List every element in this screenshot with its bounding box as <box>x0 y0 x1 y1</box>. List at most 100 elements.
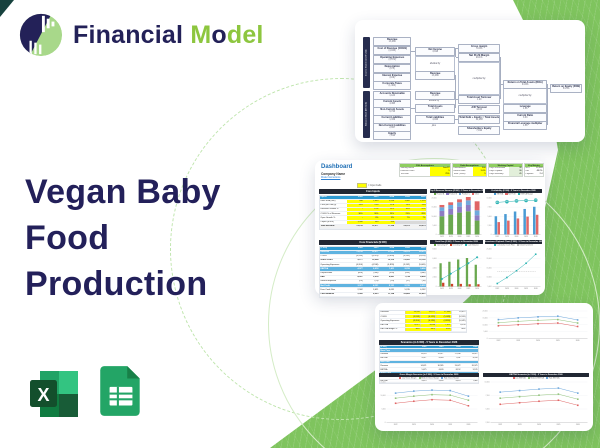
flowchart-box: Operating Expenses (3,372) <box>373 55 412 64</box>
table-cell: 8,856 <box>420 276 426 279</box>
table-row-label: Depreciation <box>320 271 333 274</box>
table-row-label: EBITDA <box>380 357 388 360</box>
flowchart-box-label: Total Debt + Equity = Total Assets <box>459 115 500 119</box>
ebitda-scenarios-panel: EBITDA Scenarios (in $ 000) - 5 Years to… <box>483 373 589 426</box>
table-row-label: Revenue <box>380 364 389 367</box>
table-cell: 10% <box>394 208 411 212</box>
assumption-label: Forecast Years <box>400 170 415 173</box>
excel-icon: X <box>30 371 78 417</box>
chart-legend: Low Gross Margin Medium Gross Margin High … <box>379 377 479 380</box>
svg-text:15,000: 15,000 <box>483 317 488 319</box>
flowchart-box-value: 54.5% <box>562 88 570 91</box>
table-cell: (5,609) <box>418 263 426 266</box>
chart-canvas: 10,000 7,500 5,000 2,500 0 38% 40% 43% 44% 45% 202… <box>487 198 541 238</box>
assumption-value: 30 <box>508 167 522 171</box>
dupont-flowchart: Income Statement (IS Unit) Balance Sheet … <box>355 20 585 142</box>
flowchart-box-value: 1.56 <box>522 108 528 111</box>
table-cell: (3,933) <box>356 255 363 258</box>
table-cell: 8,299 <box>450 323 467 327</box>
table-row: Revenue 11,79913,569 15,604 17,165 <box>380 375 478 380</box>
legend-swatch <box>399 377 402 380</box>
table-cell: 1,500 <box>347 220 364 224</box>
table-row: EBITDA 4,977 6,018 7,411 8,299 9,496 <box>320 267 426 272</box>
table-row: Operating Expenses (4,200) (4,536) (4,899)(… <box>380 319 467 324</box>
table-row: EBITDA 4,977 6,018 7,411 8,299 <box>380 323 467 328</box>
flowchart-box-label: Gross margin <box>471 44 488 48</box>
svg-text:2026: 2026 <box>576 424 580 426</box>
table-row: Interest Expense (25) (23) (20) (17) (14) <box>320 280 426 285</box>
svg-text:2024: 2024 <box>515 288 519 290</box>
table-cell: 12,310 <box>387 259 395 262</box>
svg-text:44%: 44% <box>525 200 529 202</box>
table-cell: 6,018 <box>420 323 436 327</box>
svg-text:6,000: 6,000 <box>432 258 436 260</box>
assumption-row: Payback 2.4 <box>525 173 543 177</box>
chart-title: Cash flow ($ 000) - 5 Years to December … <box>430 240 483 244</box>
table-cell: 7,704 <box>404 276 410 279</box>
table-cell: 19,072 <box>403 225 410 228</box>
legend-swatch <box>516 244 520 247</box>
svg-text:2026: 2026 <box>534 236 538 238</box>
chart-canvas: 20,000 15,000 10,000 5,000 0 2022 2023 2024 2025… <box>483 311 588 342</box>
svg-text:2025: 2025 <box>557 424 561 426</box>
table-cell: 44% <box>450 327 467 331</box>
table-cell: 15% <box>363 208 379 212</box>
table-cell: 6,620 <box>438 368 444 371</box>
flowchart-box-label: A/R Turnover <box>471 105 488 109</box>
legend-swatch <box>494 193 497 196</box>
title-line-2: Food <box>25 218 110 257</box>
flowchart-box: Shareholders Equity 7,192 <box>458 126 501 135</box>
table-cell: (17) <box>406 280 410 283</box>
table-row-label: Gross Profit <box>320 259 333 262</box>
assumption-row: Starting Month Jan-22 <box>400 167 450 171</box>
table-cell: 7,469 <box>472 379 478 382</box>
table-header-cell: 2025 <box>473 345 478 348</box>
table-cell: 6,018 <box>373 267 379 270</box>
flowchart-connector <box>500 83 503 84</box>
flowchart-connector <box>410 50 415 51</box>
flowchart-box-label: Net Income <box>428 47 442 51</box>
flowchart-box-value: 7,192 <box>389 135 396 138</box>
table-cell: 13.8 <box>410 203 426 208</box>
svg-text:2025: 2025 <box>524 236 528 238</box>
flowchart-box-label: Interest Expense <box>382 73 403 77</box>
table-row: Opex Growth %-8%8%7%7% <box>320 216 426 221</box>
table-cell: 4,631 <box>388 288 395 291</box>
legend-swatch <box>517 193 521 196</box>
table-row: Price per Unit ($) 13.8 13.8 13.8 13.8 13.8 <box>320 203 426 209</box>
legend-item: Initial Investment <box>516 244 533 247</box>
table-cell: (23) <box>374 280 379 283</box>
assumption-table-title: Key Metrics <box>525 164 543 167</box>
instructions-link[interactable]: Model Instructions <box>321 175 341 179</box>
core-inputs-header: Core Inputs <box>319 189 427 194</box>
scenarios-table-header: Scenarios (in $ 000) - 5 Years to Decemb… <box>379 340 479 345</box>
assumption-value: 5.0% <box>472 170 486 174</box>
table-row-label: Units Sold (000) <box>320 200 336 203</box>
table-cell: 29% <box>394 212 411 216</box>
flowchart-box-label: Equity <box>388 131 396 135</box>
legend-item: Product B <box>446 193 457 196</box>
table-cell: 9,177 <box>357 259 363 262</box>
legend-swatch <box>472 193 475 196</box>
flowchart-box-label: Non-Current Assets <box>380 107 404 111</box>
flowchart-box-value: 1.56 <box>522 125 528 128</box>
svg-text:0: 0 <box>436 234 437 236</box>
table-cell: 13.8 <box>394 203 411 208</box>
chart-legend: EBITDA Net Profit EBITDA Margin <box>485 193 542 196</box>
flowchart-connector <box>453 118 458 119</box>
flowchart-connector <box>547 83 548 125</box>
flowchart-box: Total Liabilities 4,046 <box>415 115 456 124</box>
table-row-label: Base Case <box>380 349 391 352</box>
legend-item: Other <box>472 193 479 196</box>
table-cell: 6,523 <box>373 292 379 295</box>
table-row: Base Case <box>380 349 478 354</box>
table-cell: (4,536) <box>420 319 436 323</box>
assumption-table: Key Metrics NPV 12,503 IRR 48.2% Payback 2.4 <box>524 163 544 178</box>
table-header-cell: ($ 000) <box>320 246 328 249</box>
table-cell: 22,651 <box>419 292 426 295</box>
table-cell: 15,077 <box>420 311 436 315</box>
chart-canvas: 10,000 7,500 5,000 2,500 2022 2023 2024 2025 202… <box>485 382 588 426</box>
svg-text:10,000: 10,000 <box>432 216 437 218</box>
svg-text:0: 0 <box>491 234 492 236</box>
